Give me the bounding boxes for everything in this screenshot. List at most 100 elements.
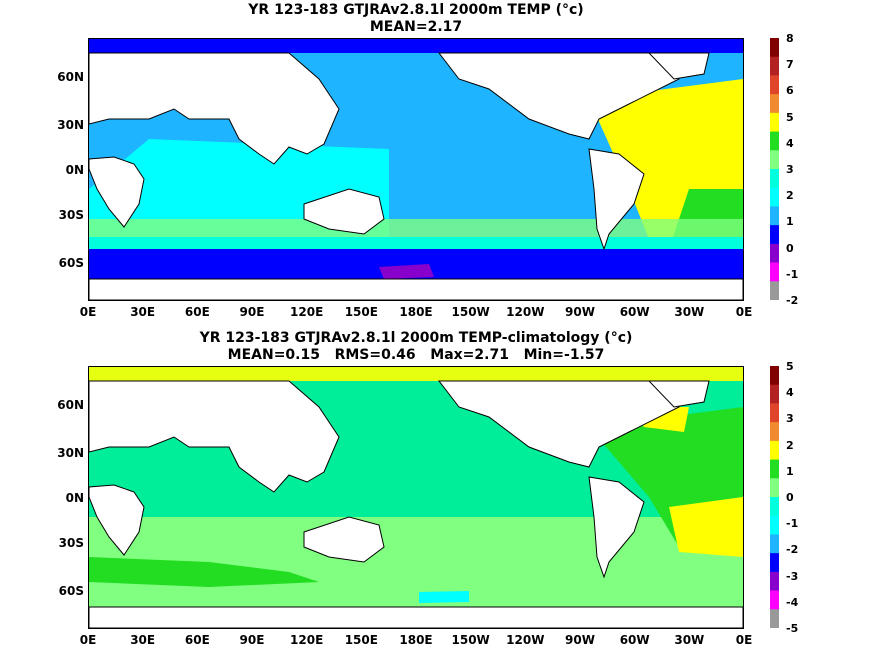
top-lat-30s: 30S — [58, 208, 84, 222]
top-colorbar-tick: -1 — [786, 267, 799, 281]
bottom-colorbar-tick: 3 — [786, 412, 794, 426]
top-lat-60s: 60S — [58, 256, 84, 270]
bottom-colorbar-swatch — [770, 571, 779, 592]
top-africa — [89, 156, 145, 228]
top-antarctic-band-2 — [89, 237, 743, 251]
bottom-lon-label: 60E — [184, 633, 210, 647]
top-landmasses — [89, 52, 743, 300]
top-title-line2: MEAN=2.17 — [369, 19, 463, 35]
bottom-colorbar-swatch — [770, 366, 779, 386]
bottom-australia — [303, 516, 385, 563]
bottom-colorbar-swatch — [770, 478, 779, 498]
bottom-eurasia — [89, 380, 340, 493]
bottom-lon-label: 30E — [130, 633, 156, 647]
top-colorbar-tick: 0 — [786, 241, 794, 255]
top-colorbar-tick: 6 — [786, 84, 794, 98]
bottom-landmasses — [89, 380, 743, 628]
top-lon-label: 0E — [735, 305, 753, 319]
top-map-svg — [89, 39, 743, 300]
top-colorbar-swatch — [770, 169, 779, 189]
bottom-colorbar-svg — [770, 366, 779, 628]
top-colorbar-swatch — [770, 56, 779, 76]
top-colorbar-tick: 2 — [786, 189, 794, 203]
top-map — [88, 38, 744, 301]
bottom-colorbar-tick: 2 — [786, 438, 794, 452]
bottom-colorbar-tick: 1 — [786, 464, 794, 478]
bottom-title-line1: YR 123-183 GTJRAv2.8.1l 2000m TEMP-clima… — [199, 330, 633, 346]
bottom-lon-label: 90E — [239, 633, 265, 647]
bottom-lon-label: 0E — [735, 633, 753, 647]
bottom-colorbar-tick: -4 — [786, 595, 799, 609]
bottom-colorbar-swatch — [770, 590, 779, 610]
top-colorbar-swatch — [770, 281, 779, 300]
top-colorbar-tick: 3 — [786, 163, 794, 176]
bottom-colorbar-swatch — [770, 515, 779, 535]
bottom-colorbar-swatch — [770, 609, 779, 628]
bottom-lon-label: 0E — [79, 633, 97, 647]
bottom-map — [88, 366, 744, 629]
bottom-lat-30s: 30S — [58, 536, 84, 550]
top-lon-label: 150W — [451, 305, 490, 319]
bottom-lon-label: 30W — [674, 633, 705, 647]
bottom-south-america — [588, 476, 645, 579]
bottom-colorbar-swatch — [770, 384, 779, 404]
bottom-title-line2: MEAN=0.15 RMS=0.46 Max=2.71 Min=-1.57 — [227, 347, 605, 363]
bottom-colorbar-swatch — [770, 497, 779, 517]
bottom-arctic — [89, 367, 743, 381]
top-lat-60n: 60N — [57, 70, 84, 84]
bottom-colorbar-swatch — [770, 440, 779, 461]
top-colorbar-swatch — [770, 150, 779, 170]
bottom-colorbar-tick: -2 — [786, 543, 799, 557]
top-colorbar-tick: 4 — [786, 136, 794, 150]
bottom-south-atlantic-warm — [669, 497, 743, 557]
top-colorbar-tick: 1 — [786, 215, 794, 229]
bottom-colorbar-tick: -1 — [786, 517, 799, 531]
top-colorbar-swatch — [770, 187, 779, 207]
top-colorbar-swatch — [770, 94, 779, 114]
top-colorbar-tick: 8 — [786, 32, 794, 45]
bottom-colorbar-swatch — [770, 459, 779, 479]
bottom-map-svg — [89, 367, 743, 628]
bottom-colorbar-swatch — [770, 553, 779, 573]
top-lon-label: 180E — [399, 305, 433, 319]
bottom-southern-band — [89, 557, 319, 587]
top-colorbar-swatch — [770, 131, 779, 151]
top-colorbar — [770, 38, 779, 300]
bottom-colorbar-swatch — [770, 403, 779, 423]
top-lon-label: 120W — [506, 305, 545, 319]
bottom-greenland — [647, 380, 710, 408]
top-antarctic-band-1 — [89, 219, 743, 241]
top-colorbar-swatch — [770, 225, 779, 245]
bottom-colorbar-tick: 5 — [786, 360, 794, 373]
top-eurasia — [89, 52, 340, 165]
bottom-lon-label: 120W — [506, 633, 545, 647]
bottom-colorbar-tick: 0 — [786, 491, 794, 504]
top-colorbar-swatch — [770, 112, 779, 133]
top-colorbar-tick: -2 — [786, 294, 799, 307]
bottom-lat-0n: 0N — [65, 491, 84, 505]
bottom-colorbar — [770, 366, 779, 628]
top-lon-label: 150E — [344, 305, 378, 319]
bottom-lon-label: 150W — [451, 633, 490, 647]
top-colorbar-swatch — [770, 38, 779, 58]
bottom-lon-label: 150E — [344, 633, 378, 647]
top-colorbar-tick: 7 — [786, 58, 794, 72]
bottom-cool-patch — [419, 591, 469, 603]
bottom-lon-label: 60W — [619, 633, 650, 647]
top-lon-label: 30W — [674, 305, 705, 319]
top-colorbar-swatch — [770, 262, 779, 282]
bottom-colorbar-tick: 4 — [786, 386, 794, 400]
top-south-america — [588, 148, 645, 251]
bottom-lon-label: 120E — [290, 633, 324, 647]
bottom-lat-60n: 60N — [57, 398, 84, 412]
top-title-line1: YR 123-183 GTJRAv2.8.1l 2000m TEMP (°c) — [248, 2, 584, 18]
top-colorbar-svg — [770, 38, 779, 300]
bottom-colorbar-tick: -5 — [786, 622, 799, 635]
bottom-africa — [89, 484, 145, 556]
bottom-lat-60s: 60S — [58, 584, 84, 598]
top-colorbar-swatch — [770, 243, 779, 264]
top-greenland — [647, 52, 710, 80]
top-colorbar-tick: 5 — [786, 110, 794, 124]
top-lon-label: 60W — [619, 305, 650, 319]
bottom-lon-label: 90W — [565, 633, 595, 647]
